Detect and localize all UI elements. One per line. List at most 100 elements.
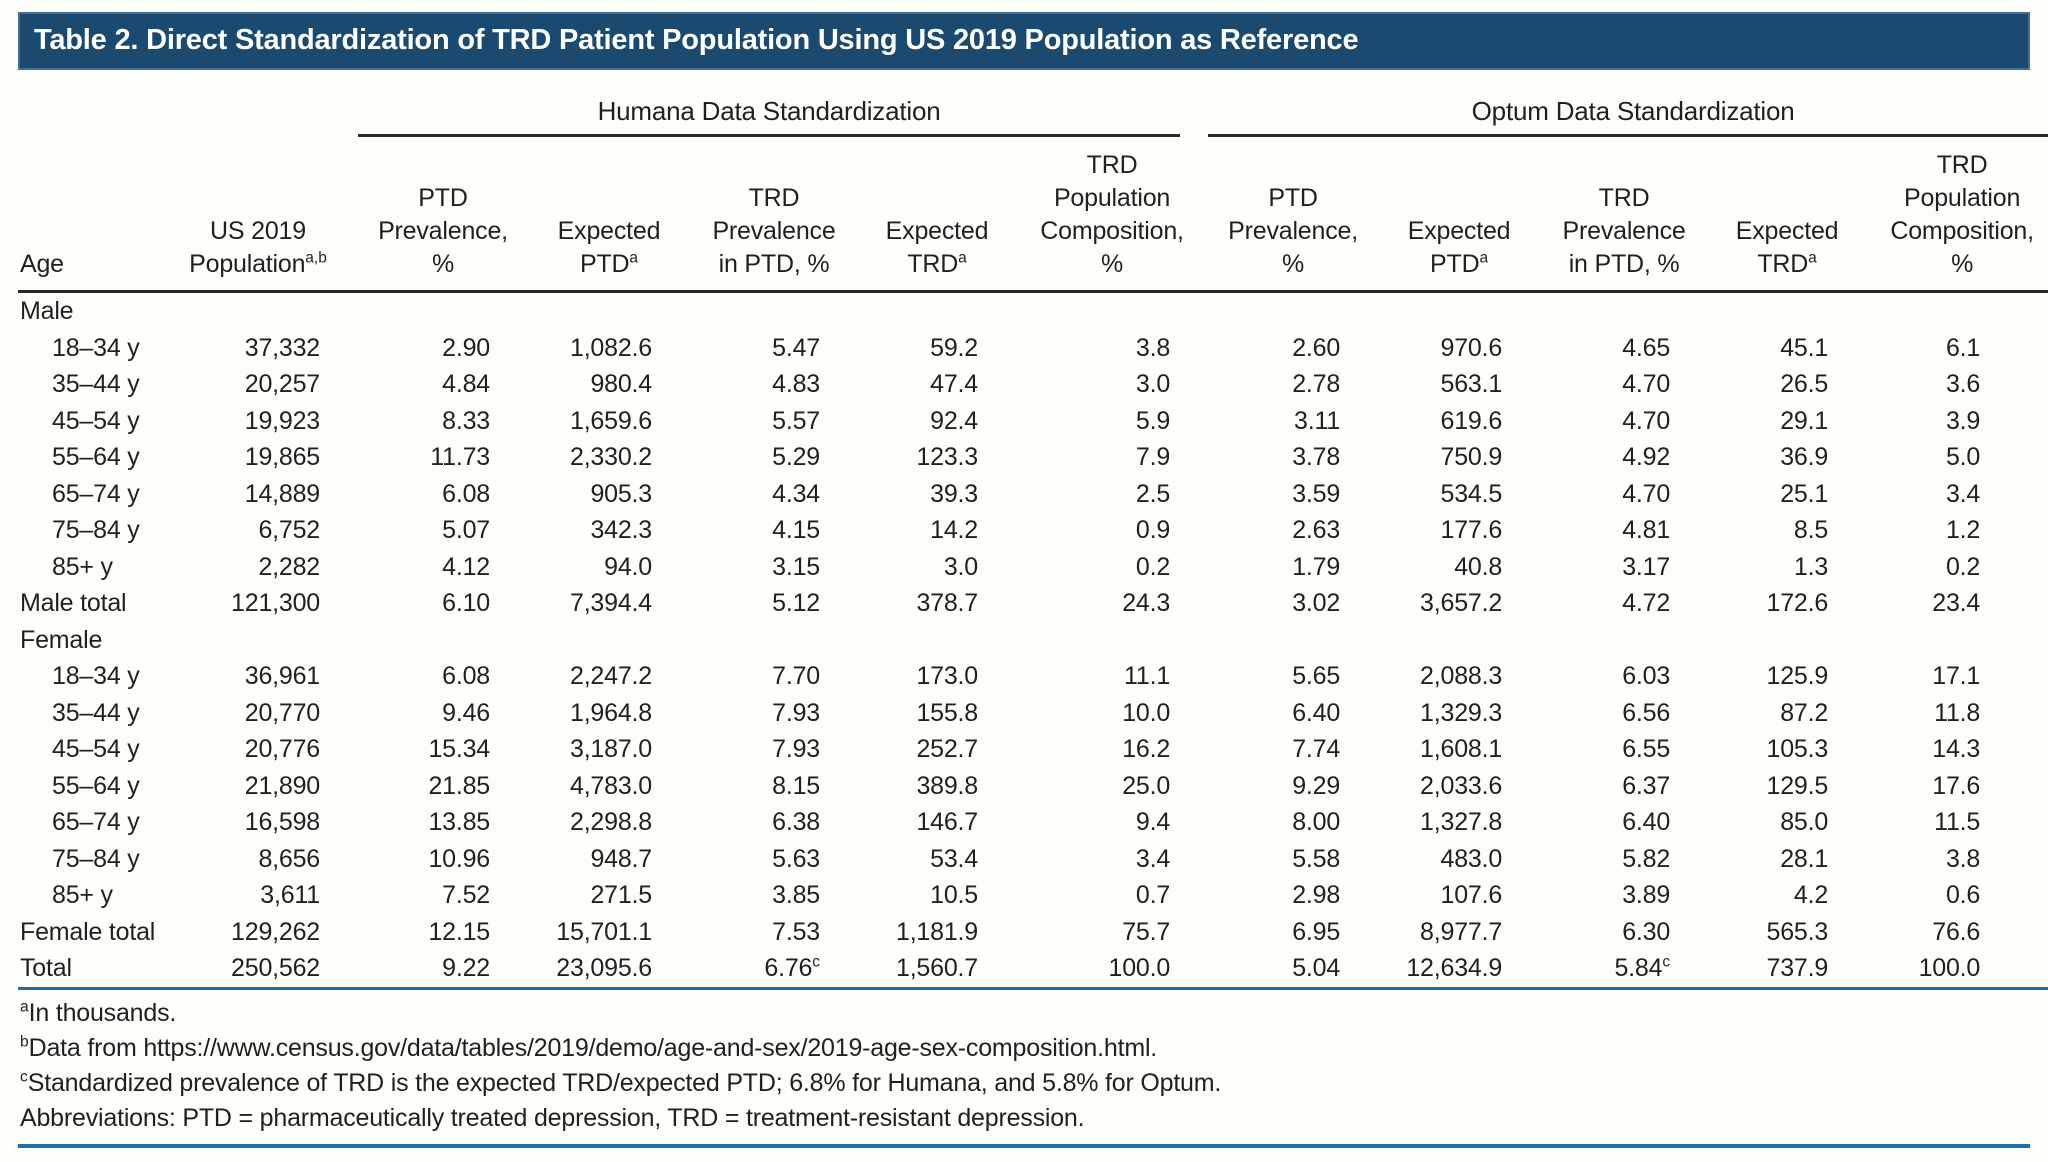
table-cell: 8.00	[1292, 808, 1341, 836]
table-cell: 21.85	[428, 771, 490, 800]
table-cell: 146.7	[916, 808, 978, 836]
table-cell: 123.3	[916, 443, 978, 471]
row-label: 55–64 y	[52, 771, 140, 800]
footnotes: aIn thousands. bData from https://www.cen…	[18, 994, 2030, 1148]
table-cell: 11.5	[1934, 808, 1981, 836]
table-cell: 4.70	[1622, 406, 1671, 435]
col-header-humana-expected-ptd: Expected PTDa	[528, 137, 690, 293]
table-cell: 16,598	[244, 808, 320, 836]
table-cell: 15.34	[428, 735, 490, 763]
table-cell: 0.2	[1945, 552, 1981, 581]
table-cell: 5.63	[772, 844, 820, 873]
table-cell: 129,262	[231, 917, 320, 946]
table-cell: 5.0	[1945, 443, 1981, 471]
footnote-marker: c	[20, 1068, 28, 1086]
col-header-optum-trd-composition: TRD Population Composition, %	[1866, 137, 2048, 293]
table-cell: 8.5	[1793, 516, 1829, 544]
table-cell: 4.83	[772, 370, 820, 398]
table-cell: 6.08	[442, 479, 490, 508]
table-cell: 0.2	[1135, 552, 1171, 581]
table-cell: 4.15	[772, 516, 820, 544]
table-cell: 1,181.9	[895, 917, 978, 946]
col-header-label: Age	[20, 250, 64, 278]
row-label: Total	[18, 950, 158, 990]
table-cell: 0.7	[1135, 881, 1171, 909]
row-label: 75–84 y	[52, 844, 140, 873]
table-cell: 94.0	[604, 552, 652, 581]
table-cell: 6.40	[1622, 808, 1671, 836]
group-label-humana: Humana Data Standardization	[358, 94, 1181, 137]
table-cell: 155.8	[916, 698, 978, 727]
table-cell: 1,608.1	[1420, 735, 1503, 763]
table-cell: 105.3	[1766, 735, 1829, 763]
table-cell: 3.59	[1292, 479, 1341, 508]
table-cell: 1,659.6	[569, 406, 652, 435]
table-cell: 0.6	[1945, 881, 1981, 909]
table-cell: 85.0	[1780, 808, 1829, 836]
table-row: Total 250,562 9.22 23,095.6 6.76c 1,560.7 100.…	[18, 950, 2048, 990]
table-cell: 1,327.8	[1420, 808, 1503, 836]
table-cell: 1,964.8	[569, 698, 652, 727]
table-row: 85+ y 3,611 7.52 271.5 3.85 10.5 0.7 2.98 107.6 3…	[18, 877, 2048, 914]
table-cell: 4.34	[772, 479, 820, 508]
table-row: 55–64 y 19,865 11.73 2,330.2 5.29 123.3 7.9 3.7…	[18, 439, 2048, 476]
table-cell: 13.85	[428, 808, 490, 836]
table-cell: 2.98	[1292, 881, 1341, 909]
row-label: 85+ y	[52, 881, 113, 909]
section-label: Female	[20, 625, 103, 654]
footnote-marker: a	[958, 249, 967, 267]
table-cell: 250,562	[158, 950, 358, 990]
table-cell: 2,247.2	[569, 662, 652, 690]
table-cell: 4.81	[1622, 516, 1671, 544]
table-cell: 23.4	[1932, 589, 1981, 617]
table-cell: 2.63	[1292, 516, 1341, 544]
section-label: Male	[20, 297, 74, 325]
table-cell: 59.2	[930, 333, 978, 362]
table-cell: 7.70	[772, 662, 820, 690]
table-cell: 2,330.2	[569, 443, 652, 471]
table-cell: 36.9	[1780, 443, 1829, 471]
table-cell: 47.4	[930, 370, 978, 398]
col-header-humana-trd-prevalence: TRD Prevalence in PTD, %	[690, 137, 858, 293]
table-cell: 6,752	[258, 516, 320, 544]
table-cell: 10.0	[1122, 698, 1171, 727]
table-cell: 19,923	[244, 406, 320, 435]
table-cell: 100.0	[1016, 950, 1209, 990]
table-row: 75–84 y 8,656 10.96 948.7 5.63 53.4 3.4 5.58 483…	[18, 841, 2048, 878]
table-cell: 5.84c	[1540, 950, 1709, 990]
group-header-optum: Optum Data Standardization	[1208, 82, 2048, 137]
table-cell: 11.8	[1934, 698, 1981, 727]
col-header-optum-ptd-prevalence: PTD Prevalence, %	[1208, 137, 1379, 293]
table-cell: 10.96	[428, 844, 490, 873]
table-cell: 6.55	[1622, 735, 1671, 763]
table-cell: 8.15	[772, 771, 820, 800]
table-cell: 3.0	[1135, 370, 1171, 398]
table-title: Table 2. Direct Standardization of TRD P…	[18, 12, 2030, 70]
table-cell: 7.9	[1135, 443, 1171, 471]
table-cell: 1,082.6	[569, 333, 652, 362]
table-cell: 3.4	[1135, 844, 1171, 873]
table-cell: 5.65	[1292, 662, 1341, 690]
table-cell: 36,961	[244, 662, 320, 690]
table-cell: 2.78	[1292, 370, 1341, 398]
table-cell: 4.12	[442, 552, 490, 581]
col-header-age: Age	[18, 137, 158, 293]
table-cell: 3,657.2	[1420, 589, 1503, 617]
table-row: 45–54 y 20,776 15.34 3,187.0 7.93 252.7 16.2 7.…	[18, 731, 2048, 768]
table-cell: 5.12	[772, 589, 820, 617]
table-cell: 905.3	[590, 479, 652, 508]
table-cell: 6.37	[1622, 771, 1671, 800]
row-label: 65–74 y	[52, 479, 140, 508]
group-header-humana: Humana Data Standardization	[358, 82, 1208, 137]
table-cell: 4.72	[1622, 589, 1671, 617]
table-cell: 6.03	[1622, 662, 1671, 690]
table-cell: 3.15	[772, 552, 820, 581]
table-cell: 6.95	[1292, 917, 1341, 946]
row-label: 45–54 y	[52, 735, 140, 763]
table-row: Male total 121,300 6.10 7,394.4 5.12 378.7 24.…	[18, 585, 2048, 622]
footnote: Abbreviations: PTD = pharmaceutically tr…	[20, 1103, 1085, 1132]
table-cell: 6.38	[772, 808, 820, 836]
table-cell: 20,776	[244, 735, 320, 763]
table-cell: 4.65	[1622, 333, 1671, 362]
footnote-marker: a	[1808, 249, 1817, 267]
